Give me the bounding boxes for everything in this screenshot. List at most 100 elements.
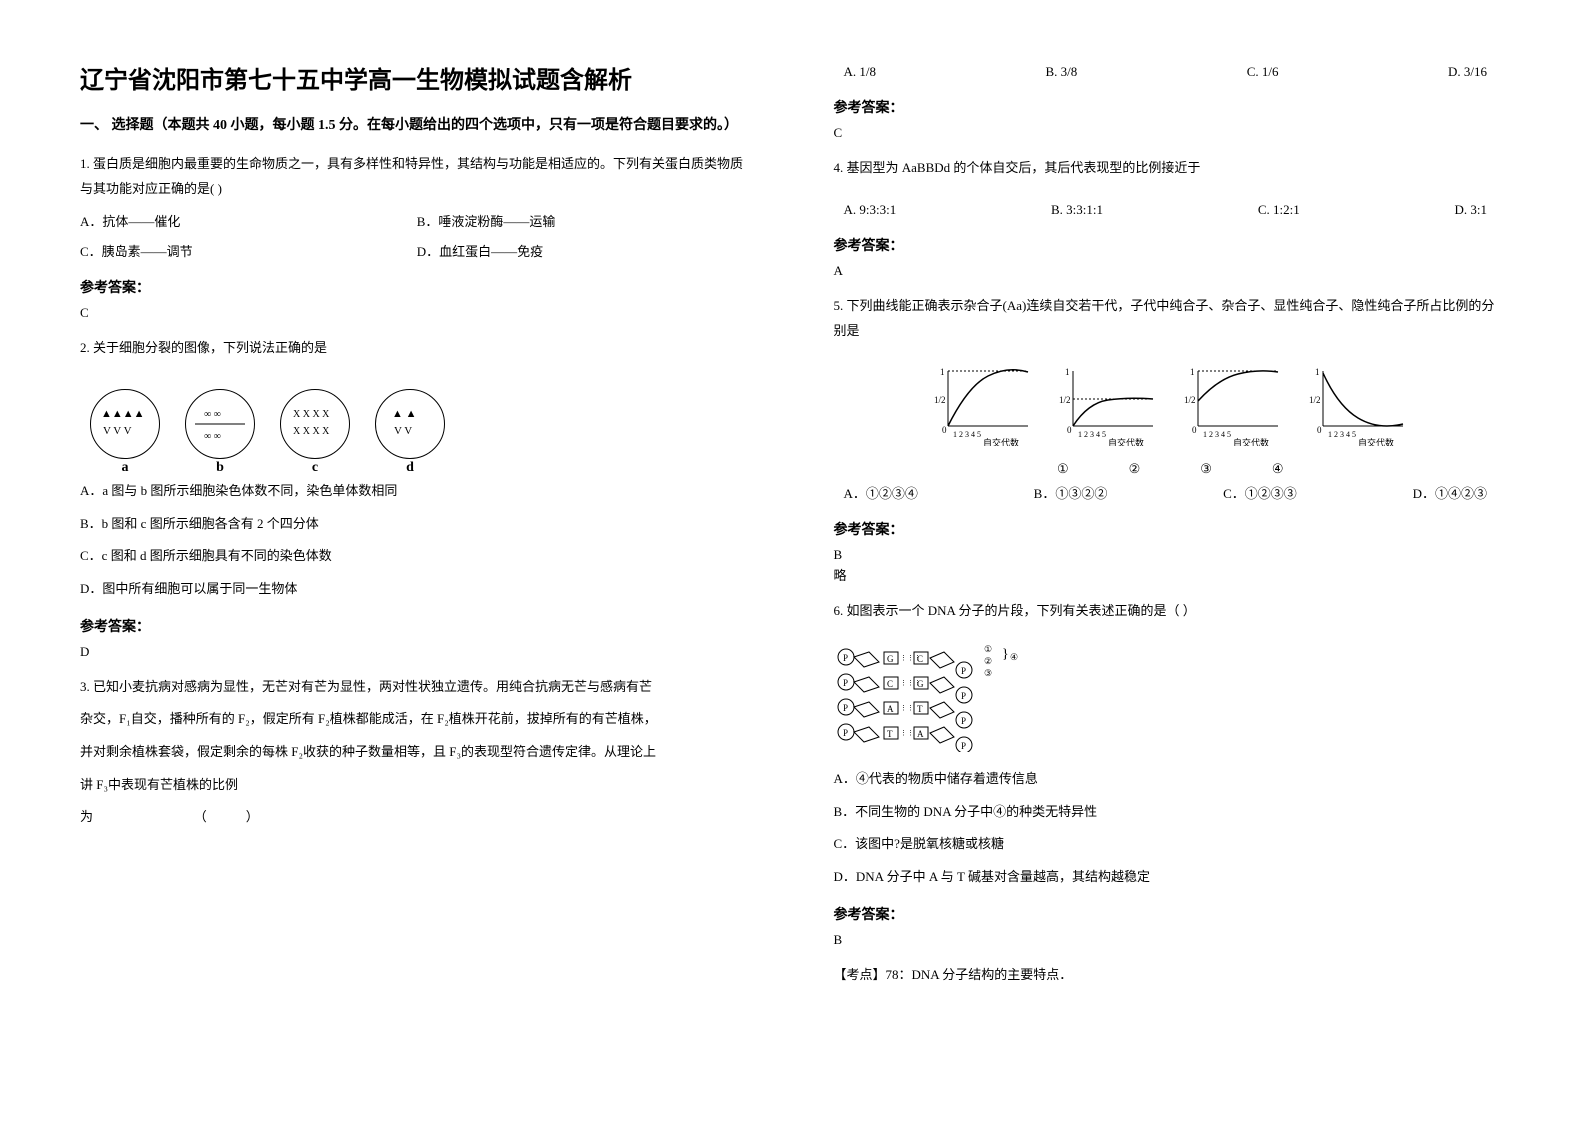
chart-2: 1 1/2 0 1 2 3 4 5 自交代数 [1053,361,1163,446]
q6-optD: D．DNA 分子中 A 与 T 碱基对含量越高，其结构越稳定 [834,865,1508,890]
svg-text:P: P [843,653,848,663]
svg-text:}: } [1002,647,1009,662]
q2-answer: D [80,644,754,660]
section-header: 一、 选择题（本题共 40 小题，每小题 1.5 分。在每小题给出的四个选项中，… [80,115,754,137]
num-2: ② [1129,461,1141,477]
svg-text:1/2: 1/2 [1059,395,1071,405]
svg-text:⋮⋮: ⋮⋮ [900,729,914,737]
svg-text:1/2: 1/2 [934,395,946,405]
cell-d-label: d [406,460,414,476]
cell-a: ▲▲▲▲ V V V a [90,389,160,459]
svg-text:1 2 3 4 5: 1 2 3 4 5 [1328,430,1356,439]
svg-text:∞ ∞: ∞ ∞ [204,431,221,442]
q5-note: 略 [834,565,1508,584]
q4-optA: A. 9:3:3:1 [844,198,897,223]
q3-stem-l4: 讲 F₃中表现有芒植株的比例 [80,773,754,798]
svg-text:P: P [961,691,966,701]
svg-text:自交代数: 自交代数 [1358,437,1394,446]
svg-text:P: P [961,716,966,726]
num-4: ④ [1272,461,1284,477]
q3-stem-l5-text: 为 [80,809,93,824]
svg-text:T: T [887,729,893,739]
cell-d: ▲ ▲ V V d [375,389,445,459]
q2-stem: 2. 关于细胞分裂的图像，下列说法正确的是 [80,336,754,361]
cell-diagram: ▲▲▲▲ V V V a ∞ ∞ ∞ ∞ b X X X X X X X X c [80,379,754,469]
svg-text:1 2 3 4 5: 1 2 3 4 5 [1078,430,1106,439]
svg-text:V V V: V V V [103,425,132,437]
q1-answer-label: 参考答案： [80,277,754,297]
q3-options: A. 1/8 B. 3/8 C. 1/6 D. 3/16 [834,60,1508,85]
svg-text:1: 1 [1315,367,1320,377]
svg-text:自交代数: 自交代数 [1108,437,1144,446]
svg-text:C: C [887,679,893,689]
q3-optC: C. 1/6 [1247,60,1279,85]
q3-stem-l1: 3. 已知小麦抗病对感病为显性，无芒对有芒为显性，两对性状独立遗传。用纯合抗病无… [80,675,754,700]
chart-3-svg: 1 1/2 0 1 2 3 4 5 自交代数 [1178,361,1288,446]
q3-optD: D. 3/16 [1448,60,1487,85]
q6-dna-diagram: P G ⋮⋮⋮ C P ① ② } ④ ③ P C ⋮⋮⋮ G P P A ⋮⋮… [834,642,1508,757]
svg-text:0: 0 [942,425,947,435]
q3-stem-l2: 杂交，F₁自交，播种所有的 F₂，假定所有 F₂植株都能成活，在 F₂植株开花前… [80,707,754,732]
q3-answer: C [834,125,1508,141]
svg-text:自交代数: 自交代数 [983,437,1019,446]
svg-text:A: A [887,704,894,714]
svg-text:C: C [917,654,923,664]
svg-text:0: 0 [1317,425,1322,435]
q6-point: 【考点】78：DNA 分子结构的主要特点． [834,963,1508,988]
q1-answer: C [80,305,754,321]
q2-optA: A．a 图与 b 图所示细胞染色体数不同，染色单体数相同 [80,479,754,504]
q4-answer: A [834,263,1508,279]
q2-answer-label: 参考答案： [80,616,754,636]
q3-stem-l5: 为 （ ） [80,805,754,830]
svg-text:1 2 3 4 5: 1 2 3 4 5 [953,430,981,439]
cell-a-label: a [122,460,129,476]
svg-text:④: ④ [1010,652,1018,662]
q5-answer: B [834,547,1508,563]
cell-a-content: ▲▲▲▲ V V V [95,399,155,449]
q1-options-row2: C．胰岛素——调节 D．血红蛋白——免疫 [80,240,754,265]
num-3: ③ [1200,461,1212,477]
svg-text:0: 0 [1192,425,1197,435]
cell-b-content: ∞ ∞ ∞ ∞ [190,399,250,449]
q3-paren: （ ） [96,805,296,830]
chart-3: 1 1/2 0 1 2 3 4 5 自交代数 [1178,361,1288,446]
chart-4-svg: 1 1/2 0 1 2 3 4 5 自交代数 [1303,361,1413,446]
svg-text:自交代数: 自交代数 [1233,437,1269,446]
q1-optC: C．胰岛素——调节 [80,240,417,265]
svg-text:A: A [917,729,924,739]
q5-optA: A．①②③④ [844,482,918,507]
chart-1-svg: 1 1/2 0 1 2 3 4 5 自交代数 [928,361,1038,446]
svg-text:⋮⋮: ⋮⋮ [900,704,914,712]
cell-b: ∞ ∞ ∞ ∞ b [185,389,255,459]
cell-b-label: b [216,460,224,476]
num-1: ① [1057,461,1069,477]
q6-optC: C．该图中?是脱氧核糖或核糖 [834,832,1508,857]
q2-optD: D．图中所有细胞可以属于同一生物体 [80,577,754,602]
dna-svg: P G ⋮⋮⋮ C P ① ② } ④ ③ P C ⋮⋮⋮ G P P A ⋮⋮… [834,642,1054,752]
q1-stem: 1. 蛋白质是细胞内最重要的生命物质之一，具有多样性和特异性，其结构与功能是相适… [80,152,754,201]
svg-text:1 2 3 4 5: 1 2 3 4 5 [1203,430,1231,439]
q5-options: A．①②③④ B．①③②② C．①②③③ D．①④②③ [834,482,1508,507]
chart-1: 1 1/2 0 1 2 3 4 5 自交代数 [928,361,1038,446]
q2-optB: B．b 图和 c 图所示细胞各含有 2 个四分体 [80,512,754,537]
q3-stem-l3: 并对剩余植株套袋，假定剩余的每株 F₂收获的种子数量相等，且 F₃的表现型符合遗… [80,740,754,765]
q2-diagram: ▲▲▲▲ V V V a ∞ ∞ ∞ ∞ b X X X X X X X X c [80,379,754,469]
svg-text:1/2: 1/2 [1309,395,1321,405]
q1-optA: A．抗体——催化 [80,210,417,235]
q1-optD: D．血红蛋白——免疫 [417,240,754,265]
svg-text:G: G [887,654,894,664]
chart-2-svg: 1 1/2 0 1 2 3 4 5 自交代数 [1053,361,1163,446]
q5-stem: 5. 下列曲线能正确表示杂合子(Aa)连续自交若干代，子代中纯合子、杂合子、显性… [834,294,1508,343]
svg-text:T: T [917,704,923,714]
q6-optA: A．④代表的物质中储存着遗传信息 [834,767,1508,792]
q3-optA: A. 1/8 [844,60,877,85]
q3-optB: B. 3/8 [1045,60,1077,85]
svg-text:1: 1 [1065,367,1070,377]
cell-c-label: c [312,460,318,476]
svg-text:0: 0 [1067,425,1072,435]
q1-optB: B．唾液淀粉酶——运输 [417,210,754,235]
q4-optB: B. 3:3:1:1 [1051,198,1103,223]
svg-text:∞ ∞: ∞ ∞ [204,409,221,420]
svg-text:②: ② [984,656,992,666]
q6-optB: B．不同生物的 DNA 分子中④的种类无特异性 [834,800,1508,825]
